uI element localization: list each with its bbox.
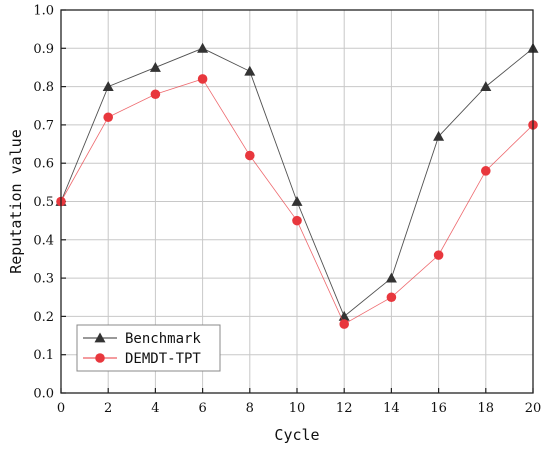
benchmark-point (197, 42, 209, 53)
x-tick-label: 0 (57, 401, 65, 416)
y-tick-label: 0.0 (33, 387, 54, 402)
demdt-tpt-point (292, 215, 302, 226)
y-tick-label: 0.9 (33, 42, 54, 57)
x-tick-label: 4 (151, 401, 159, 416)
benchmark-point (102, 81, 114, 91)
y-tick-label: 0.2 (33, 310, 54, 325)
demdt-tpt-point (103, 112, 113, 123)
y-tick-label: 0.8 (33, 80, 54, 95)
y-axis-title: Reputation value (7, 129, 25, 274)
legend-item-demdt-tpt: DEMDT-TPT (83, 351, 201, 367)
y-tick-label: 0.6 (33, 157, 54, 172)
y-tick-label: 0.4 (33, 233, 54, 248)
y-tick-label: 0.5 (33, 195, 54, 210)
x-tick-label: 2 (104, 401, 112, 416)
x-axis-title: Cycle (274, 426, 319, 444)
x-tick-label: 6 (198, 401, 206, 416)
demdt-tpt-point (245, 150, 255, 161)
x-tick-label: 12 (336, 401, 353, 416)
x-tick-label: 16 (430, 401, 447, 416)
tick-labels: 0 2 4 6 8 10 12 14 16 18 20 0.0 0.1 0.2 0.3 0.4 0.5 0.6 0.… (33, 4, 541, 417)
demdt-tpt-point (386, 292, 397, 303)
demdt-tpt-point (481, 166, 491, 176)
benchmark-point (385, 272, 397, 283)
demdt-tpt-point (197, 74, 208, 84)
benchmark-point (244, 65, 256, 76)
series-demdt-tpt (56, 74, 538, 329)
legend-label: Benchmark (125, 331, 201, 347)
legend-item-benchmark: Benchmark (83, 331, 201, 347)
legend-marker (95, 353, 105, 363)
x-tick-label: 14 (383, 401, 400, 416)
demdt-tpt-point (339, 319, 350, 329)
benchmark-point (149, 61, 161, 72)
y-tick-label: 0.3 (33, 272, 54, 287)
plot-frame (60, 9, 534, 394)
data-series (55, 42, 539, 329)
y-tick-label: 0.7 (33, 118, 54, 133)
y-tick-label: 1.0 (33, 4, 54, 19)
demdt-tpt-point (433, 250, 444, 260)
legend-marker (94, 332, 106, 343)
x-tick-label: 10 (289, 401, 306, 416)
y-tick-label: 0.1 (33, 348, 54, 363)
x-tick-label: 20 (525, 401, 542, 416)
benchmark-point (433, 130, 445, 141)
x-tick-label: 8 (246, 401, 254, 416)
benchmark-point (291, 196, 303, 206)
x-tick-label: 18 (478, 401, 495, 416)
benchmark-point (480, 81, 492, 91)
legend-label: DEMDT-TPT (125, 351, 201, 367)
legend: Benchmark DEMDT-TPT (76, 324, 221, 372)
legend-box (76, 324, 221, 372)
demdt-tpt-point (150, 89, 161, 100)
